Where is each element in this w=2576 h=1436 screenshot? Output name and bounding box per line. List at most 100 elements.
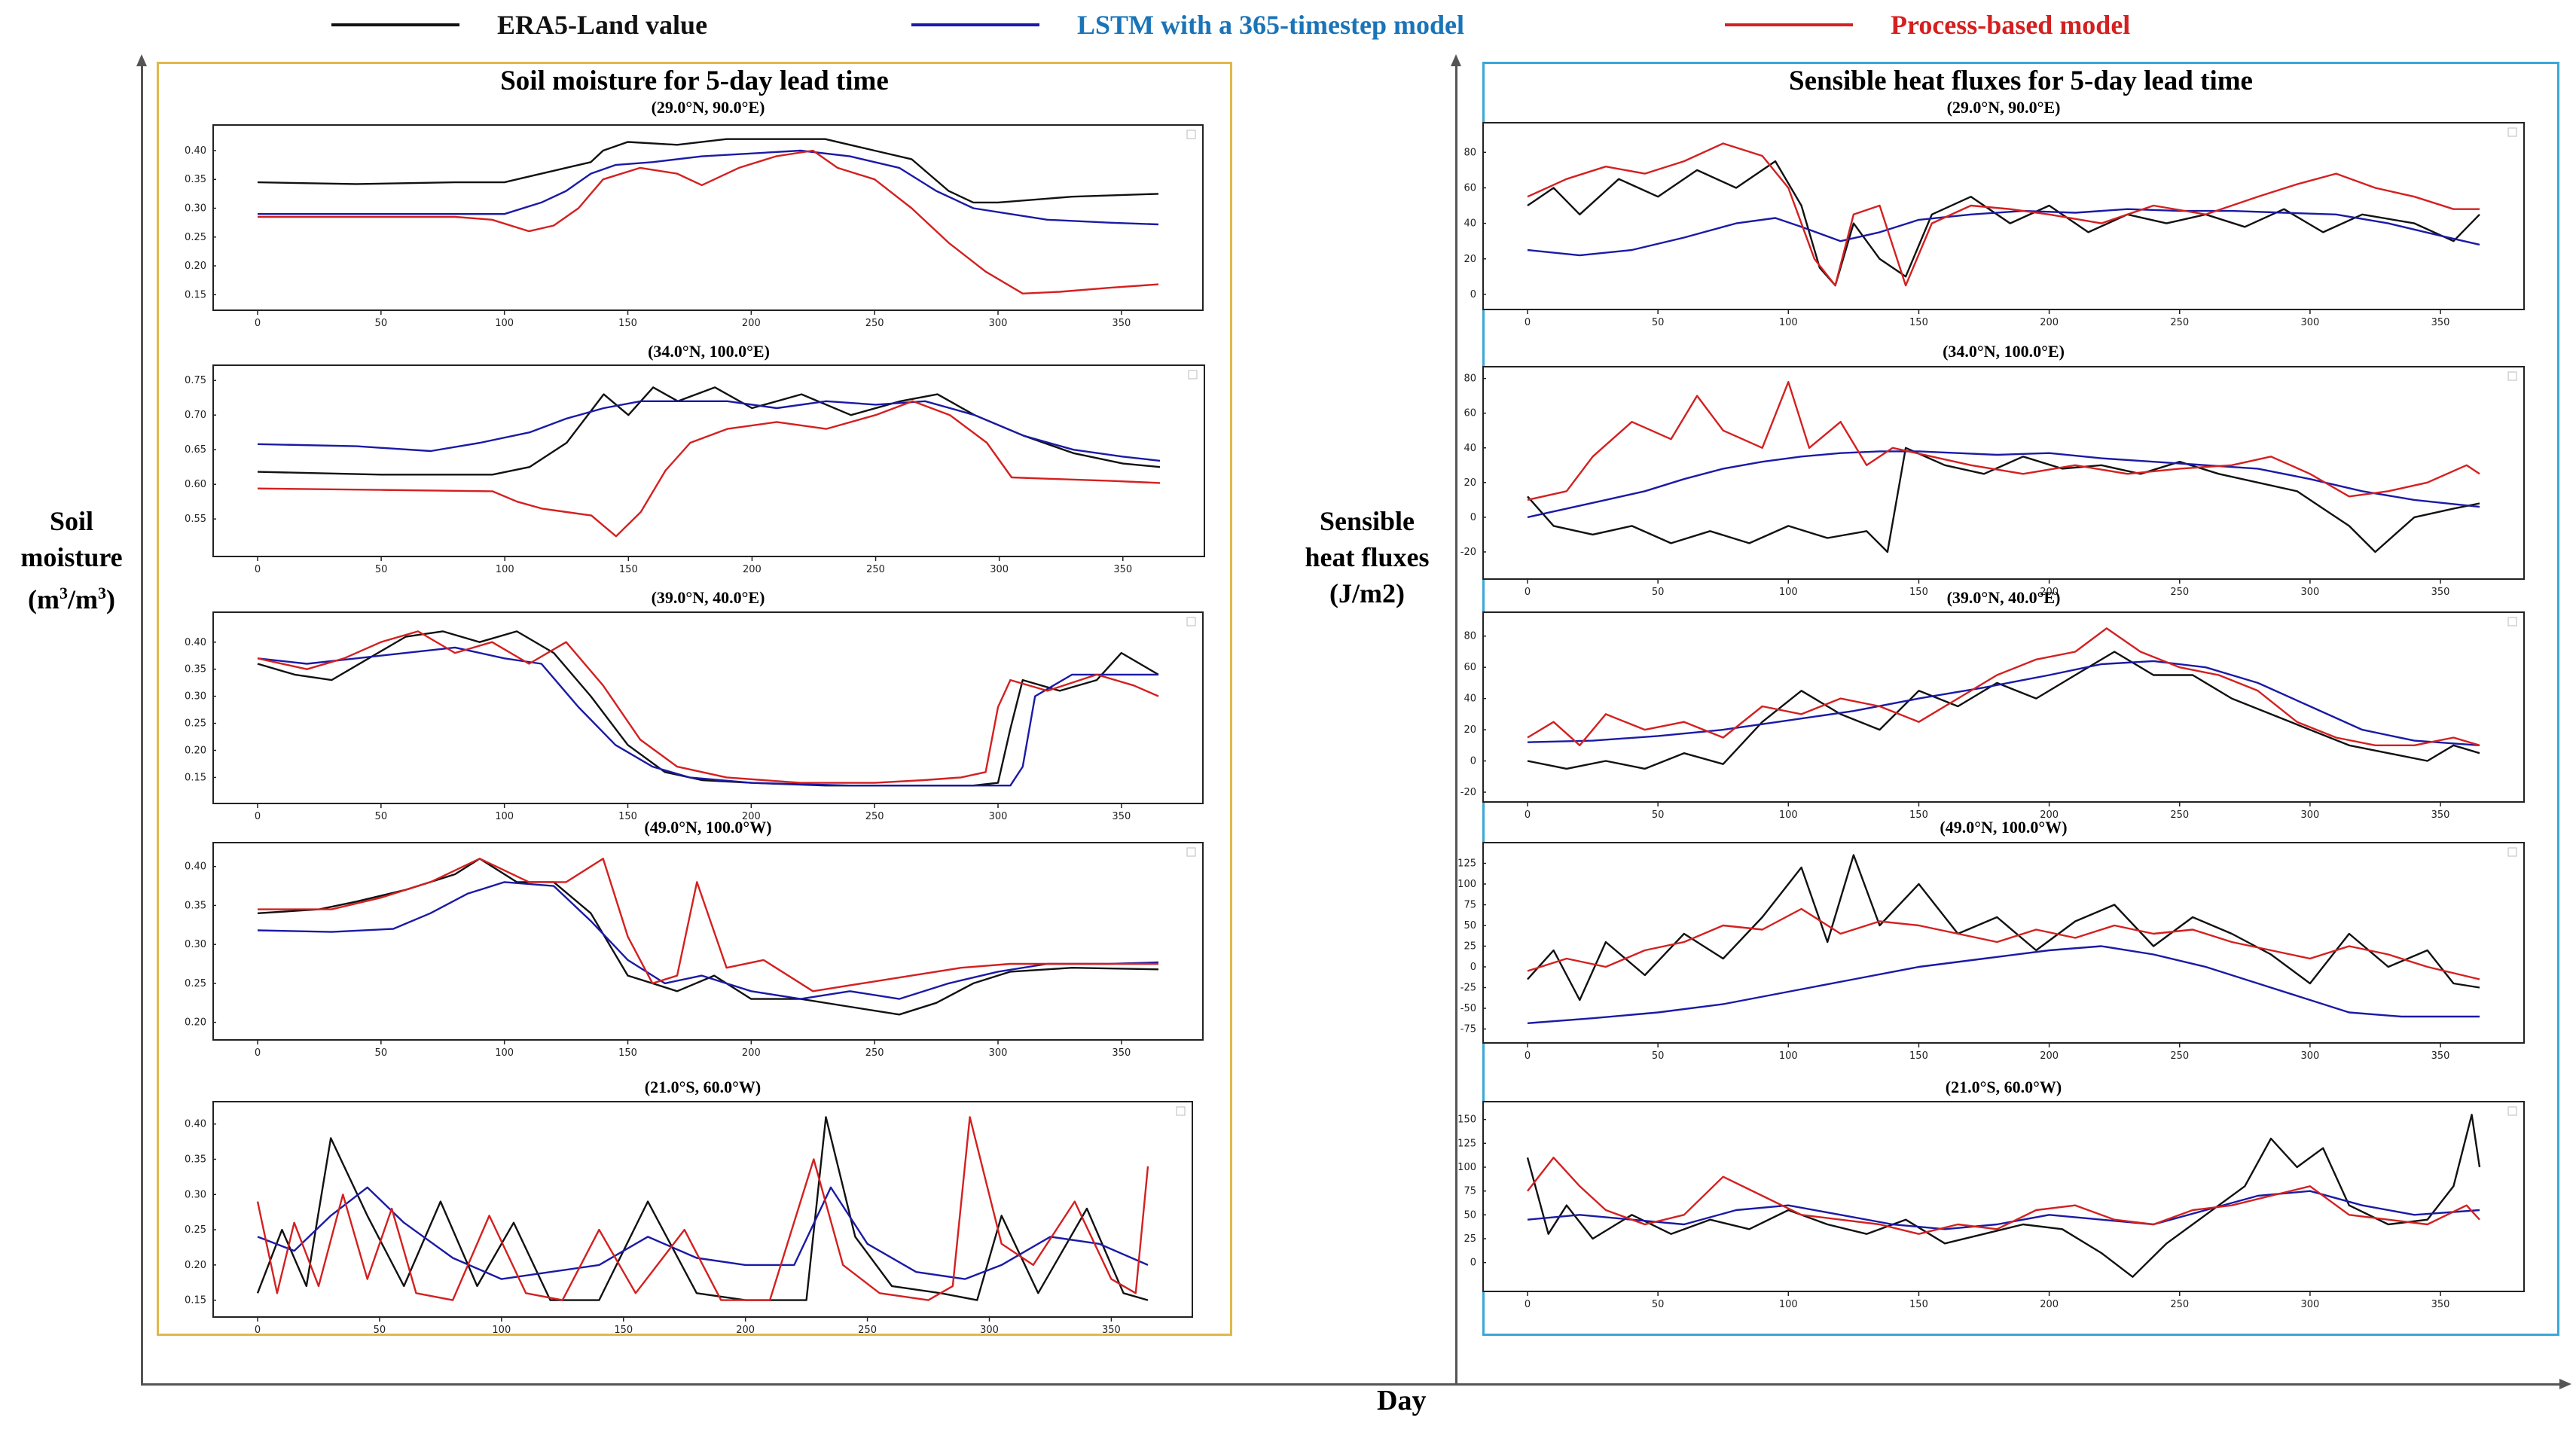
x-tick-label: 350	[2431, 1299, 2450, 1310]
x-tick-label: 250	[2170, 1299, 2189, 1310]
x-tick-label: 100	[492, 1325, 511, 1336]
subplot-svg-2: 0.55 0.60 0.65 0.70 0.75 0 50 100 150 200 250 300 35…	[185, 370, 1198, 575]
era5-line	[257, 138, 1159, 204]
x-tick-label: 350	[1102, 1325, 1121, 1336]
y-tick-label: 0.70	[185, 410, 206, 421]
subplot-frame-9	[1482, 842, 2525, 1044]
subplot-svg-5: 0.15 0.20 0.25 0.30 0.35 0.40 0 50 100 150 200 250 3…	[185, 1106, 1186, 1336]
x-tick-label: 150	[618, 1047, 637, 1059]
x-tick-label: 0	[255, 811, 261, 822]
x-tick-label: 200	[742, 318, 761, 329]
lstm-line	[257, 881, 1159, 1000]
legend-item-process: Process-based model	[1725, 6, 2130, 44]
process-line	[1527, 381, 2480, 502]
y-tick-label: 20	[1463, 254, 1476, 265]
x-tick-label: 350	[2431, 1050, 2450, 1062]
y-tick-label: 0.35	[185, 900, 206, 911]
left-y-axis	[141, 62, 143, 1385]
right-ylabel-line2: heat fluxes	[1305, 542, 1430, 572]
y-tick-label: 0.35	[185, 174, 206, 185]
y-tick-label: 0	[1470, 1258, 1476, 1269]
right-y-axis-arrow	[1451, 54, 1461, 66]
subplot-svg-9: -75 -50 -25 0 25 50 75 100 125 0 50 100 150 200 250 300…	[1457, 847, 2517, 1062]
x-tick-label: 100	[1779, 809, 1798, 821]
x-tick-label: 0	[1525, 1050, 1531, 1062]
x-tick-label: 150	[1909, 317, 1928, 328]
x-tick-label: 350	[2431, 587, 2450, 598]
process-line	[1527, 627, 2480, 747]
x-tick-label: 250	[2170, 1050, 2189, 1062]
x-tick-label: 50	[1652, 317, 1665, 328]
subplot-legend-box-8	[2507, 617, 2517, 627]
y-tick-label: 125	[1457, 1138, 1476, 1149]
x-tick-label: 350	[1113, 564, 1132, 575]
subplot-frame-8	[1482, 611, 2525, 803]
y-tick-label: 0.30	[185, 203, 206, 215]
subplot-legend-box-2	[1188, 370, 1198, 380]
y-tick-label: 80	[1463, 147, 1476, 158]
x-tick-label: 300	[989, 318, 1008, 329]
x-tick-label: 100	[495, 1047, 514, 1059]
process-line	[256, 1116, 1149, 1301]
y-tick-label: -50	[1460, 1003, 1476, 1014]
process-line	[257, 400, 1161, 538]
subplot-svg-8: -20 0 20 40 60 80 0 50 100 150 200 250 300 350	[1460, 617, 2517, 821]
subplot-legend-box-9	[2507, 847, 2517, 857]
x-tick-label: 300	[990, 564, 1009, 575]
subplot-title-10: (21.0°S, 60.0°W)	[1945, 1078, 2062, 1096]
y-tick-label: 100	[1457, 1162, 1476, 1173]
y-tick-label: 20	[1463, 477, 1476, 489]
y-tick-label: 0.20	[185, 1260, 206, 1271]
x-tick-label: 150	[619, 564, 638, 575]
x-tick-label: 250	[865, 1047, 884, 1059]
x-tick-label: 100	[495, 811, 514, 822]
subplot-title-4: (49.0°N, 100.0°W)	[644, 818, 772, 837]
x-axis	[141, 1383, 2561, 1386]
subplot-svg-1: 0.15 0.20 0.25 0.30 0.35 0.40 0 50 100 150 200 250 3…	[185, 130, 1196, 329]
y-tick-label: 40	[1463, 443, 1476, 454]
x-tick-label: 50	[1652, 809, 1665, 821]
x-tick-label: 50	[375, 564, 388, 575]
left-ylabel-line2: moisture	[20, 542, 123, 572]
y-tick-label: 0.25	[185, 1224, 206, 1236]
legend-label-process: Process-based model	[1891, 10, 2131, 40]
x-tick-label: 200	[2040, 587, 2059, 598]
right-ylabel: Sensible heat fluxes (J/m2)	[1280, 503, 1454, 611]
subplot-frame-7	[1482, 366, 2525, 580]
y-tick-label: 60	[1463, 662, 1476, 673]
x-tick-label: 100	[1779, 587, 1798, 598]
y-tick-label: 0.20	[185, 745, 206, 757]
x-tick-label: 300	[989, 1047, 1008, 1059]
y-tick-label: 0	[1470, 512, 1476, 523]
era5-line	[1527, 854, 2480, 1002]
x-tick-label: 150	[1909, 1050, 1928, 1062]
x-tick-label: 350	[2431, 809, 2450, 821]
subplot-legend-box-10	[2507, 1106, 2517, 1116]
y-tick-label: 75	[1463, 1186, 1476, 1197]
heat-flux-panel-title: Sensible heat fluxes for 5-day lead time	[1789, 66, 2253, 96]
y-tick-label: 0.30	[185, 691, 206, 703]
subplot-title-7: (34.0°N, 100.0°E)	[1943, 342, 2065, 361]
x-tick-label: 200	[742, 1047, 761, 1059]
x-tick-label: 150	[618, 811, 637, 822]
x-tick-label: 0	[1525, 317, 1531, 328]
x-tick-label: 150	[618, 318, 637, 329]
y-tick-label: 50	[1463, 920, 1476, 931]
y-tick-label: 40	[1463, 218, 1476, 230]
y-tick-label: 0.15	[185, 289, 206, 300]
x-tick-label: 100	[1779, 1299, 1798, 1310]
y-tick-label: -20	[1460, 547, 1476, 558]
y-tick-label: 0.35	[185, 1154, 206, 1166]
lstm-line	[257, 1186, 1149, 1280]
x-tick-label: 50	[375, 318, 388, 329]
subplot-svg-4: 0.20 0.25 0.30 0.35 0.40 0 50 100 150 200 250 300 35…	[185, 847, 1196, 1059]
y-tick-label: 0.25	[185, 978, 206, 989]
y-tick-label: 0.40	[185, 1119, 206, 1130]
subplot-title-3: (39.0°N, 40.0°E)	[651, 588, 765, 607]
y-tick-label: 80	[1463, 373, 1476, 385]
legend-line-era5	[331, 23, 459, 26]
process-line	[257, 630, 1159, 784]
right-y-axis	[1455, 62, 1457, 1385]
x-tick-label: 250	[865, 811, 884, 822]
x-tick-label: 300	[2300, 587, 2319, 598]
